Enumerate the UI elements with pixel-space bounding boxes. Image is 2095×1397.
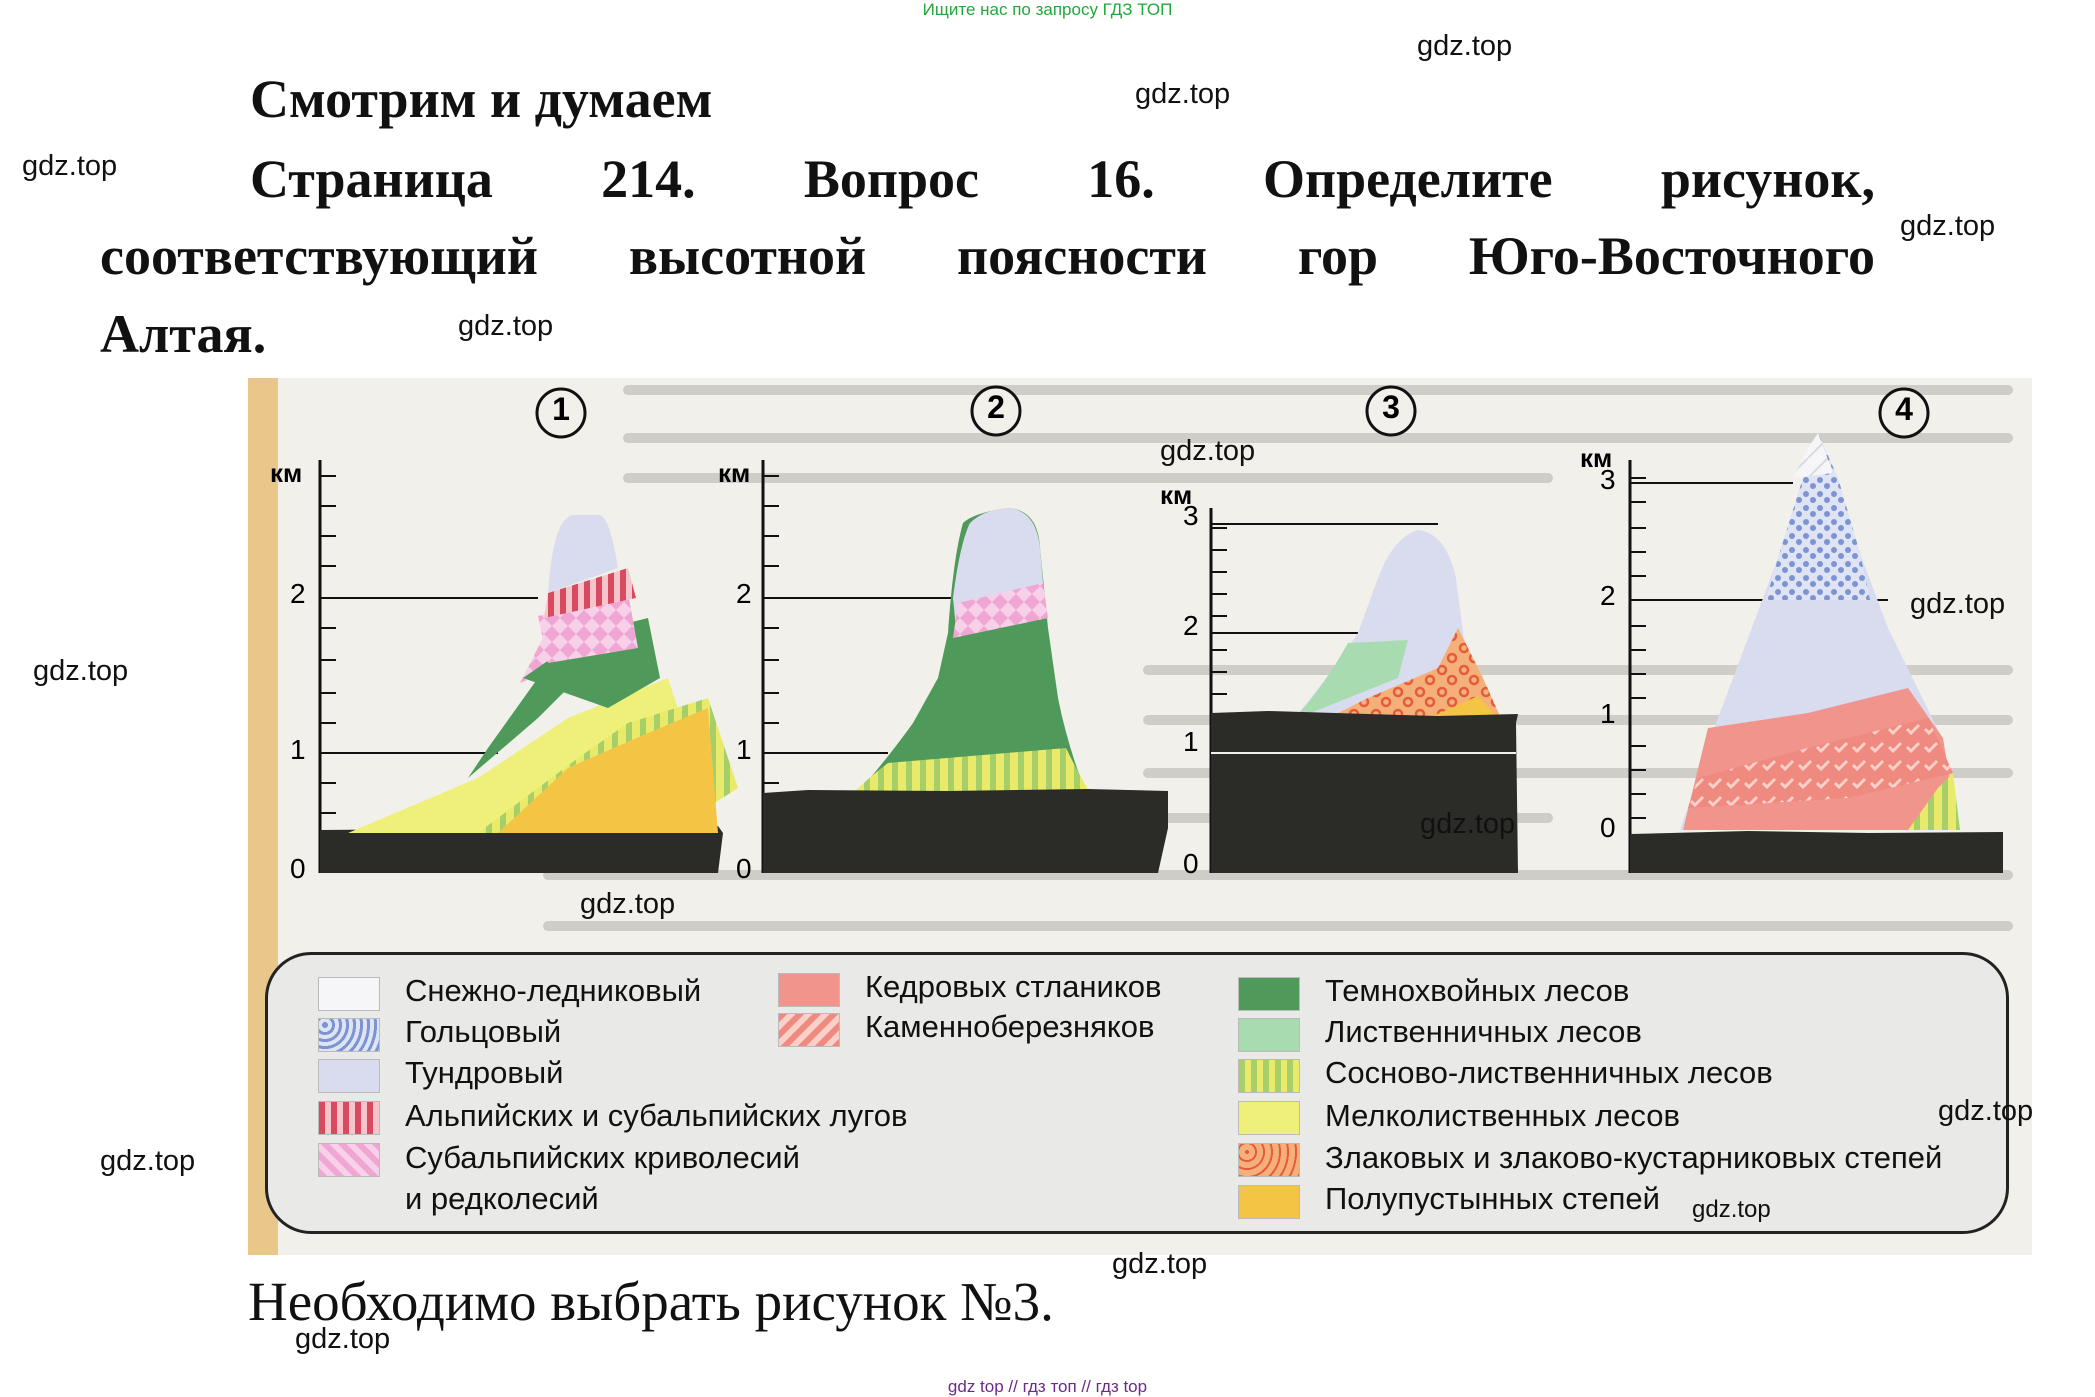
tick-label: 1 [736,734,752,765]
question-word: гор [1297,226,1379,286]
watermark: gdz.top [1112,1248,1208,1280]
watermark: gdz.top [1692,1196,1771,1223]
legend-label: Полупустынных степей [1325,1181,1660,1216]
legend-swatch-snow [318,977,380,1011]
watermark: gdz.top [1417,30,1513,62]
watermark: gdz.top [33,655,129,687]
question-word: высотной [628,226,867,286]
legend-label: Субальпийских криволесий [405,1140,800,1175]
legend-label: Гольцовый [405,1014,562,1049]
answer-text: Необходимо выбрать рисунок №3. [248,1271,1054,1332]
legend-swatch-golets [318,1018,380,1052]
watermark: gdz.top [458,310,554,342]
watermark: gdz.top [1900,210,1996,242]
legend-swatch-tundra [318,1059,380,1093]
legend-label: Лиственничных лесов [1325,1014,1642,1049]
question-line-2: соответствующий высотной поясности гор Ю… [100,225,1875,287]
tick-label: 0 [1600,812,1616,843]
diagram-1 [318,460,738,873]
question-word: 16. [1087,149,1155,209]
question-word: соответствующий [100,226,538,286]
question-word: Вопрос [803,149,979,209]
legend-swatch-meadow [318,1101,380,1135]
question-word: Юго-Восточного [1468,226,1875,286]
legend-swatch-kamenno [778,1013,840,1047]
question-word: поясности [957,226,1207,286]
watermark: gdz.top [1160,435,1256,467]
legend-label: Злаковых и злаково-кустарниковых степей [1325,1140,1943,1175]
watermark: gdz.top [1135,78,1231,110]
diagram-4-number: 4 [1895,391,1913,427]
question-line-1: Страница 214. Вопрос 16. Определите рису… [250,148,1875,210]
legend-label: Снежно-ледниковый [405,973,702,1008]
diagram-3-number: 3 [1382,389,1400,425]
axis-unit-label: км [1160,480,1193,510]
diagram-2 [761,460,1168,873]
watermark: gdz.top [580,888,676,920]
watermark: gdz.top [295,1323,391,1355]
tick-label: 2 [1183,610,1199,641]
diagram-3 [1209,508,1518,873]
question-word: Определите [1262,149,1553,209]
tick-label: 1 [1183,726,1199,757]
legend-label: Темнохвойных лесов [1325,973,1630,1008]
tick-label: 3 [1600,464,1616,495]
legend-swatch-steppe [1238,1143,1300,1177]
legend-swatch-semidesert [1238,1185,1300,1219]
watermark: gdz.top [1938,1095,2034,1127]
altitude-zonation-diagrams [318,385,2013,931]
diagram-1-number: 1 [552,391,570,427]
diagram-2-number: 2 [987,389,1005,425]
tick-label: 3 [1183,500,1199,531]
diagram-4 [1628,433,2003,873]
axis-unit-label: км [1580,443,1613,473]
tick-label: 0 [1183,848,1199,879]
legend-swatch-krivoles [318,1143,380,1177]
question-word: 214. [601,149,696,209]
legend-swatch-darkconifer [1238,977,1300,1011]
watermark: gdz.top [100,1145,196,1177]
legend-label: Мелколиственных лесов [1325,1098,1680,1133]
question-word: рисунок, [1660,149,1875,209]
tick-label: 0 [290,853,306,884]
question-word: Алтая. [100,304,267,364]
axis-unit-label: км [718,458,751,488]
watermark: gdz.top [1910,588,2006,620]
diagram-numbers [535,385,1930,439]
tick-label: 0 [736,853,752,884]
tick-label: 1 [1600,698,1616,729]
legend-box: Снежно-ледниковый Гольцовый Тундровый Ал… [265,952,2009,1234]
question-line-3: Алтая. [100,303,266,365]
legend-label: Сосново-лиственничных лесов [1325,1055,1773,1090]
legend-swatch-smallleaf [1238,1101,1300,1135]
legend-swatch-larch [1238,1018,1300,1052]
watermark: gdz.top [1420,808,1516,840]
tick-label: 1 [290,734,306,765]
question-word: Страница [250,149,493,209]
legend-label: Каменноберезняков [865,1009,1155,1044]
legend-label: Кедровых стлаников [865,969,1162,1004]
legend-swatch-pine-larch [1238,1059,1300,1093]
watermark: gdz.top [22,150,118,182]
legend-label: Тундровый [405,1055,564,1090]
tick-label: 2 [1600,580,1616,611]
page-heading: Смотрим и думаем [250,69,713,129]
watermark-bottom: gdz top // гдз топ // гдз top [947,1377,1148,1396]
tick-label: 2 [736,578,752,609]
legend-label: и редколесий [405,1181,599,1216]
legend-swatch-kedr [778,973,840,1007]
tick-label: 2 [290,578,306,609]
watermark-top: Ищите нас по запросу ГДЗ ТОП [922,0,1173,19]
axis-unit-label: км [270,458,303,488]
legend-label: Альпийских и субальпийских лугов [405,1098,908,1133]
